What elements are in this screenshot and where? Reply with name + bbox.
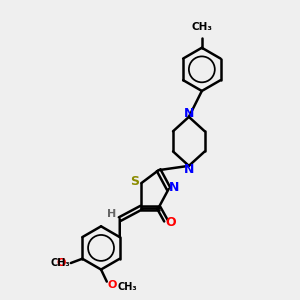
Text: N: N bbox=[184, 163, 194, 176]
Text: O: O bbox=[107, 280, 117, 290]
Text: H: H bbox=[107, 209, 116, 219]
Text: O: O bbox=[166, 216, 176, 230]
Text: CH₃: CH₃ bbox=[50, 258, 70, 268]
Text: N: N bbox=[184, 107, 194, 120]
Text: CH₃: CH₃ bbox=[191, 22, 212, 32]
Text: O: O bbox=[56, 258, 65, 268]
Text: S: S bbox=[130, 175, 140, 188]
Text: N: N bbox=[169, 181, 180, 194]
Text: CH₃: CH₃ bbox=[118, 282, 137, 292]
